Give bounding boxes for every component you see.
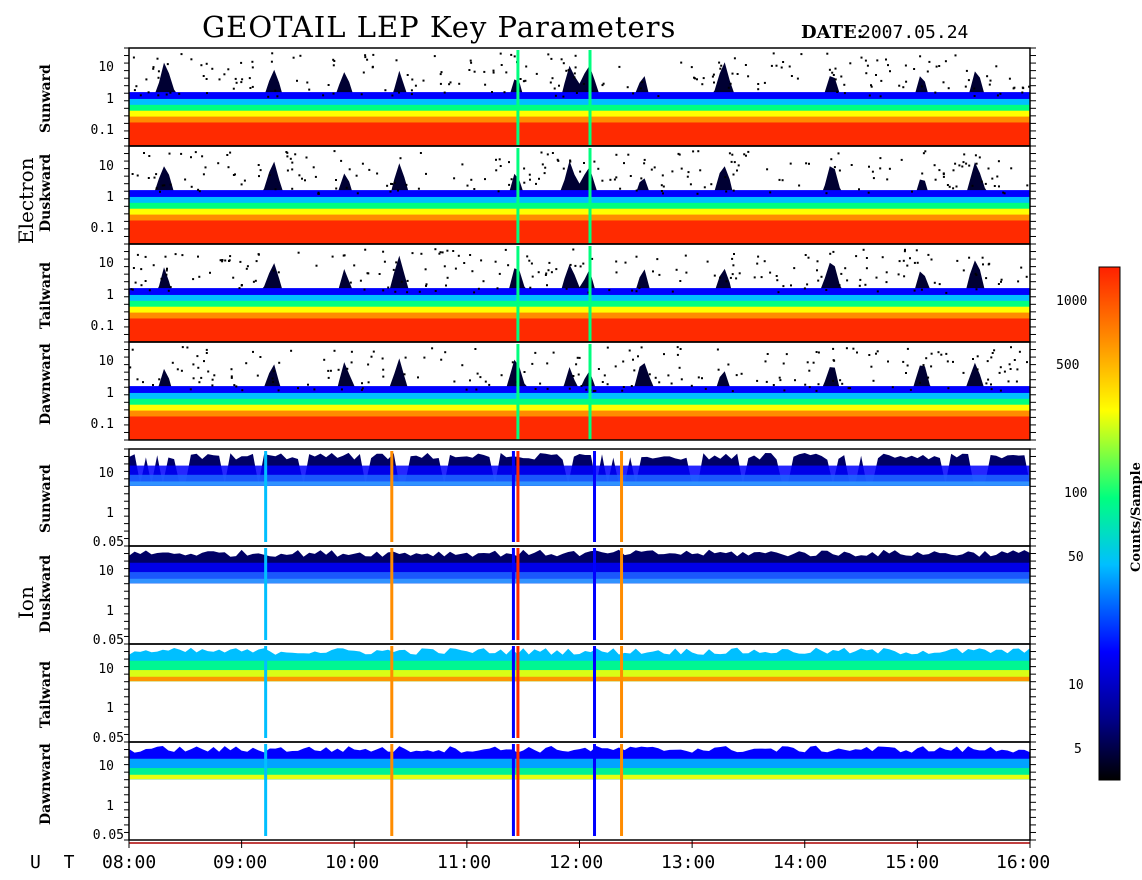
y-tick-label: 10 [98,564,114,579]
electron-panel [129,342,1030,440]
panel-ylabel: Dawnward [38,343,54,425]
ion-panel [129,644,1030,742]
colorbar-tick: 10 [1068,678,1084,693]
x-tick-label: 16:00 [996,852,1051,873]
ion-panel [129,546,1030,644]
x-tick-label: 08:00 [102,852,157,873]
y-tick-label: 0.1 [90,319,114,334]
y-tick-label: 1 [106,92,114,107]
y-tick-label: 0.1 [90,123,114,138]
panel-ylabel: Tailward [38,660,54,728]
x-tick-label: 09:00 [213,852,268,873]
y-tick-label: 0.05 [92,731,124,746]
panel-ylabel: Sunward [38,64,54,133]
panel-ylabel: Sunward [38,464,54,533]
y-tick-label: 1 [106,190,114,205]
panel-ylabel: Dawnward [38,743,54,825]
y-tick-label: 10 [98,759,114,774]
y-tick-label: 10 [98,354,114,369]
panel-frame [124,341,1036,441]
y-tick-label: 1 [106,604,114,619]
date-label: DATE: [801,22,864,43]
colorbar-title: Counts/Sample [1129,462,1142,572]
colorbar-tick: 50 [1068,550,1084,565]
panel-ylabel: Duskward [38,153,54,232]
electron-panel [129,146,1030,244]
x-tick-label: 10:00 [325,852,380,873]
y-tick-label: 1 [106,506,114,521]
y-tick-label: 0.05 [92,828,124,843]
y-tick-label: 1 [106,701,114,716]
colorbar-tick: 500 [1056,358,1080,373]
y-tick-label: 10 [98,60,114,75]
ion-panel [129,742,1030,840]
x-tick-label: 12:00 [549,852,604,873]
x-tick-label: 14:00 [773,852,828,873]
colorbar-tick: 100 [1064,486,1088,501]
date-value: 2007.05.24 [860,22,969,43]
y-tick-label: 1 [106,799,114,814]
y-tick-label: 0.1 [90,417,114,432]
panel-ylabel: Tailward [38,261,54,329]
y-tick-label: 0.05 [92,633,124,648]
chart-title: GEOTAIL LEP Key Parameters [202,10,677,44]
panel-ylabel: Duskward [38,554,54,633]
y-tick-label: 1 [106,386,114,401]
colorbar-tick: 1000 [1056,294,1088,309]
ion-panel [129,449,1030,546]
electron-panel [129,244,1030,342]
y-tick-label: 1 [106,288,114,303]
colorbar-tick: 5 [1074,742,1082,757]
y-tick-label: 10 [98,466,114,481]
y-tick-label: 10 [98,256,114,271]
x-tick-label: 11:00 [437,852,492,873]
electron-panel [129,48,1031,146]
x-tick-label: 15:00 [885,852,940,873]
y-tick-label: 0.1 [90,221,114,236]
colorbar [1098,266,1121,781]
y-tick-label: 10 [98,159,114,174]
x-axis-label: U T [30,852,81,873]
x-tick-label: 13:00 [661,852,716,873]
y-tick-label: 0.05 [92,535,124,550]
y-tick-label: 10 [98,662,114,677]
